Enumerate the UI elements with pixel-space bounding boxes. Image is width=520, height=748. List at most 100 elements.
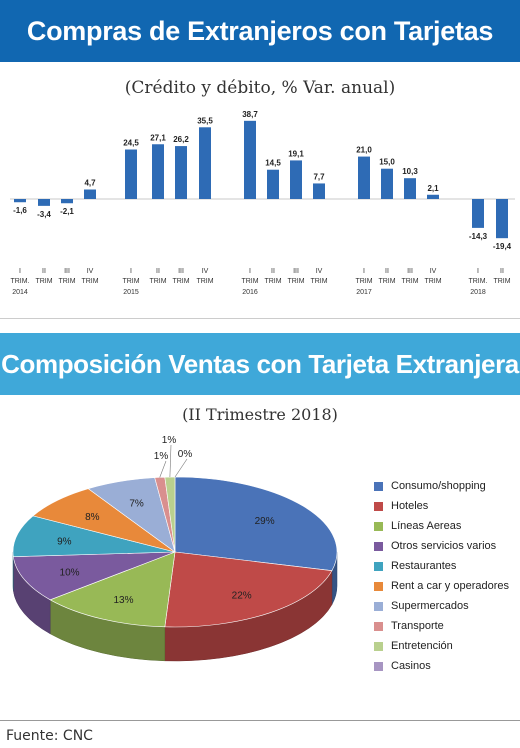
pie-slice-label: 1% [162,435,177,446]
pie-slice-label: 13% [114,595,134,606]
legend-item: Supermercados [374,596,509,616]
tick-label-trim: TRIM [355,278,372,285]
legend-label: Restaurantes [391,560,457,572]
tick-label-quarter: II [385,268,389,275]
pie-leader-line [174,458,188,478]
footer-divider [0,720,520,721]
bar-group: 24,5 [123,139,139,199]
tick-label-quarter: I [249,268,251,275]
bar-group: -14,3 [469,199,488,241]
bar [267,169,279,199]
tick-label-trim: TRIM [81,278,98,285]
tick-label-trim: TRIM [196,278,213,285]
legend-label: Supermercados [391,600,469,612]
bar-value-label: 26,2 [173,135,189,144]
bar-chart-subtitle: (Crédito y débito, % Var. anual) [124,78,396,98]
pie-slice-label: 29% [255,516,275,527]
bar-value-label: 2,1 [427,184,439,193]
bar-value-label: 35,5 [197,116,213,125]
bar-value-label: -19,4 [493,242,512,251]
pie-slice [49,551,176,628]
tick-label-trim: TRIM [287,278,304,285]
tick-label-quarter: IV [316,268,323,275]
tick-label-quarter: IV [430,268,437,275]
tick-label-quarter: II [42,268,46,275]
bar-group: 7,7 [313,172,325,199]
bar [199,127,211,199]
legend-swatch [374,481,383,491]
pie-slice-label: 9% [57,537,72,548]
tick-label-quarter: IV [202,268,209,275]
pie-slice-label: 8% [85,512,100,523]
tick-label-trim: TRIM [58,278,75,285]
bar-value-label: -14,3 [469,232,488,241]
legend-swatch [374,541,383,551]
bar-group: -3,4 [37,199,51,219]
bar-group: 21,0 [356,146,372,199]
bar-value-label: -3,4 [37,210,51,219]
tick-label-trim: TRIM [172,278,189,285]
legend-swatch [374,641,383,651]
bar-value-label: 21,0 [356,146,372,155]
tick-label-quarter: IV [87,268,94,275]
bar [84,189,96,199]
legend-label: Hoteles [391,500,429,512]
pie-chart-banner: Composición Ventas con Tarjeta Extranjer… [0,333,520,395]
legend-label: Entretención [391,640,453,652]
pie-leader-line [159,460,167,478]
pie-slice-label: 7% [129,499,144,510]
bar-group: 4,7 [84,179,96,199]
legend-item: Consumo/shopping [374,476,509,496]
legend-label: Transporte [391,620,444,632]
legend-item: Rent a car y operadores [374,576,509,596]
pie-legend: Consumo/shopping Hoteles Líneas Aereas Otro… [374,476,509,676]
bar [244,120,256,199]
bar-value-label: 14,5 [265,159,281,168]
legend-swatch [374,601,383,611]
legend-swatch [374,661,383,671]
tick-label-trim: TRIM. [468,278,487,285]
bar-group: 19,1 [288,149,304,199]
legend-swatch [374,561,383,571]
pie-slice-label: 22% [232,590,252,601]
tick-label-quarter: II [500,268,504,275]
bar [427,194,439,199]
tick-label-quarter: III [178,268,184,275]
tick-label-quarter: II [271,268,275,275]
bar [472,199,484,228]
bar [14,199,26,203]
bar-group: -19,4 [493,199,512,251]
tick-label-quarter: III [407,268,413,275]
legend-swatch [374,621,383,631]
tick-label-year: 2014 [12,289,28,296]
bar [175,146,187,199]
bar-value-label: 24,5 [123,139,139,148]
tick-label-trim: TRIM [424,278,441,285]
pie-leader-line [169,444,172,478]
bar [404,178,416,199]
bar-value-label: -1,6 [13,206,27,215]
legend-swatch [374,521,383,531]
tick-label-quarter: I [477,268,479,275]
bar [61,199,73,204]
bar [313,183,325,199]
bar-group: 2,1 [427,184,439,199]
pie-slice [164,551,333,628]
bar-chart-banner: Compras de Extranjeros con Tarjetas [0,0,520,62]
tick-label-year: 2018 [470,289,486,296]
pie-slice-label: 1% [154,451,169,462]
pie-slice-label: 10% [60,567,80,578]
bar-chart-title: Compras de Extranjeros con Tarjetas [26,15,494,46]
bar [358,156,370,199]
tick-label-trim: TRIM [401,278,418,285]
bar-value-label: 7,7 [313,172,325,181]
section-divider [0,318,520,319]
bar-value-label: 10,3 [402,167,418,176]
tick-label-quarter: I [130,268,132,275]
bar [381,168,393,199]
source-note: Fuente: CNC [6,728,93,744]
tick-label-year: 2015 [123,289,139,296]
bar [152,144,164,199]
legend-item: Otros servicios varios [374,536,509,556]
bar-group: 10,3 [402,167,418,199]
